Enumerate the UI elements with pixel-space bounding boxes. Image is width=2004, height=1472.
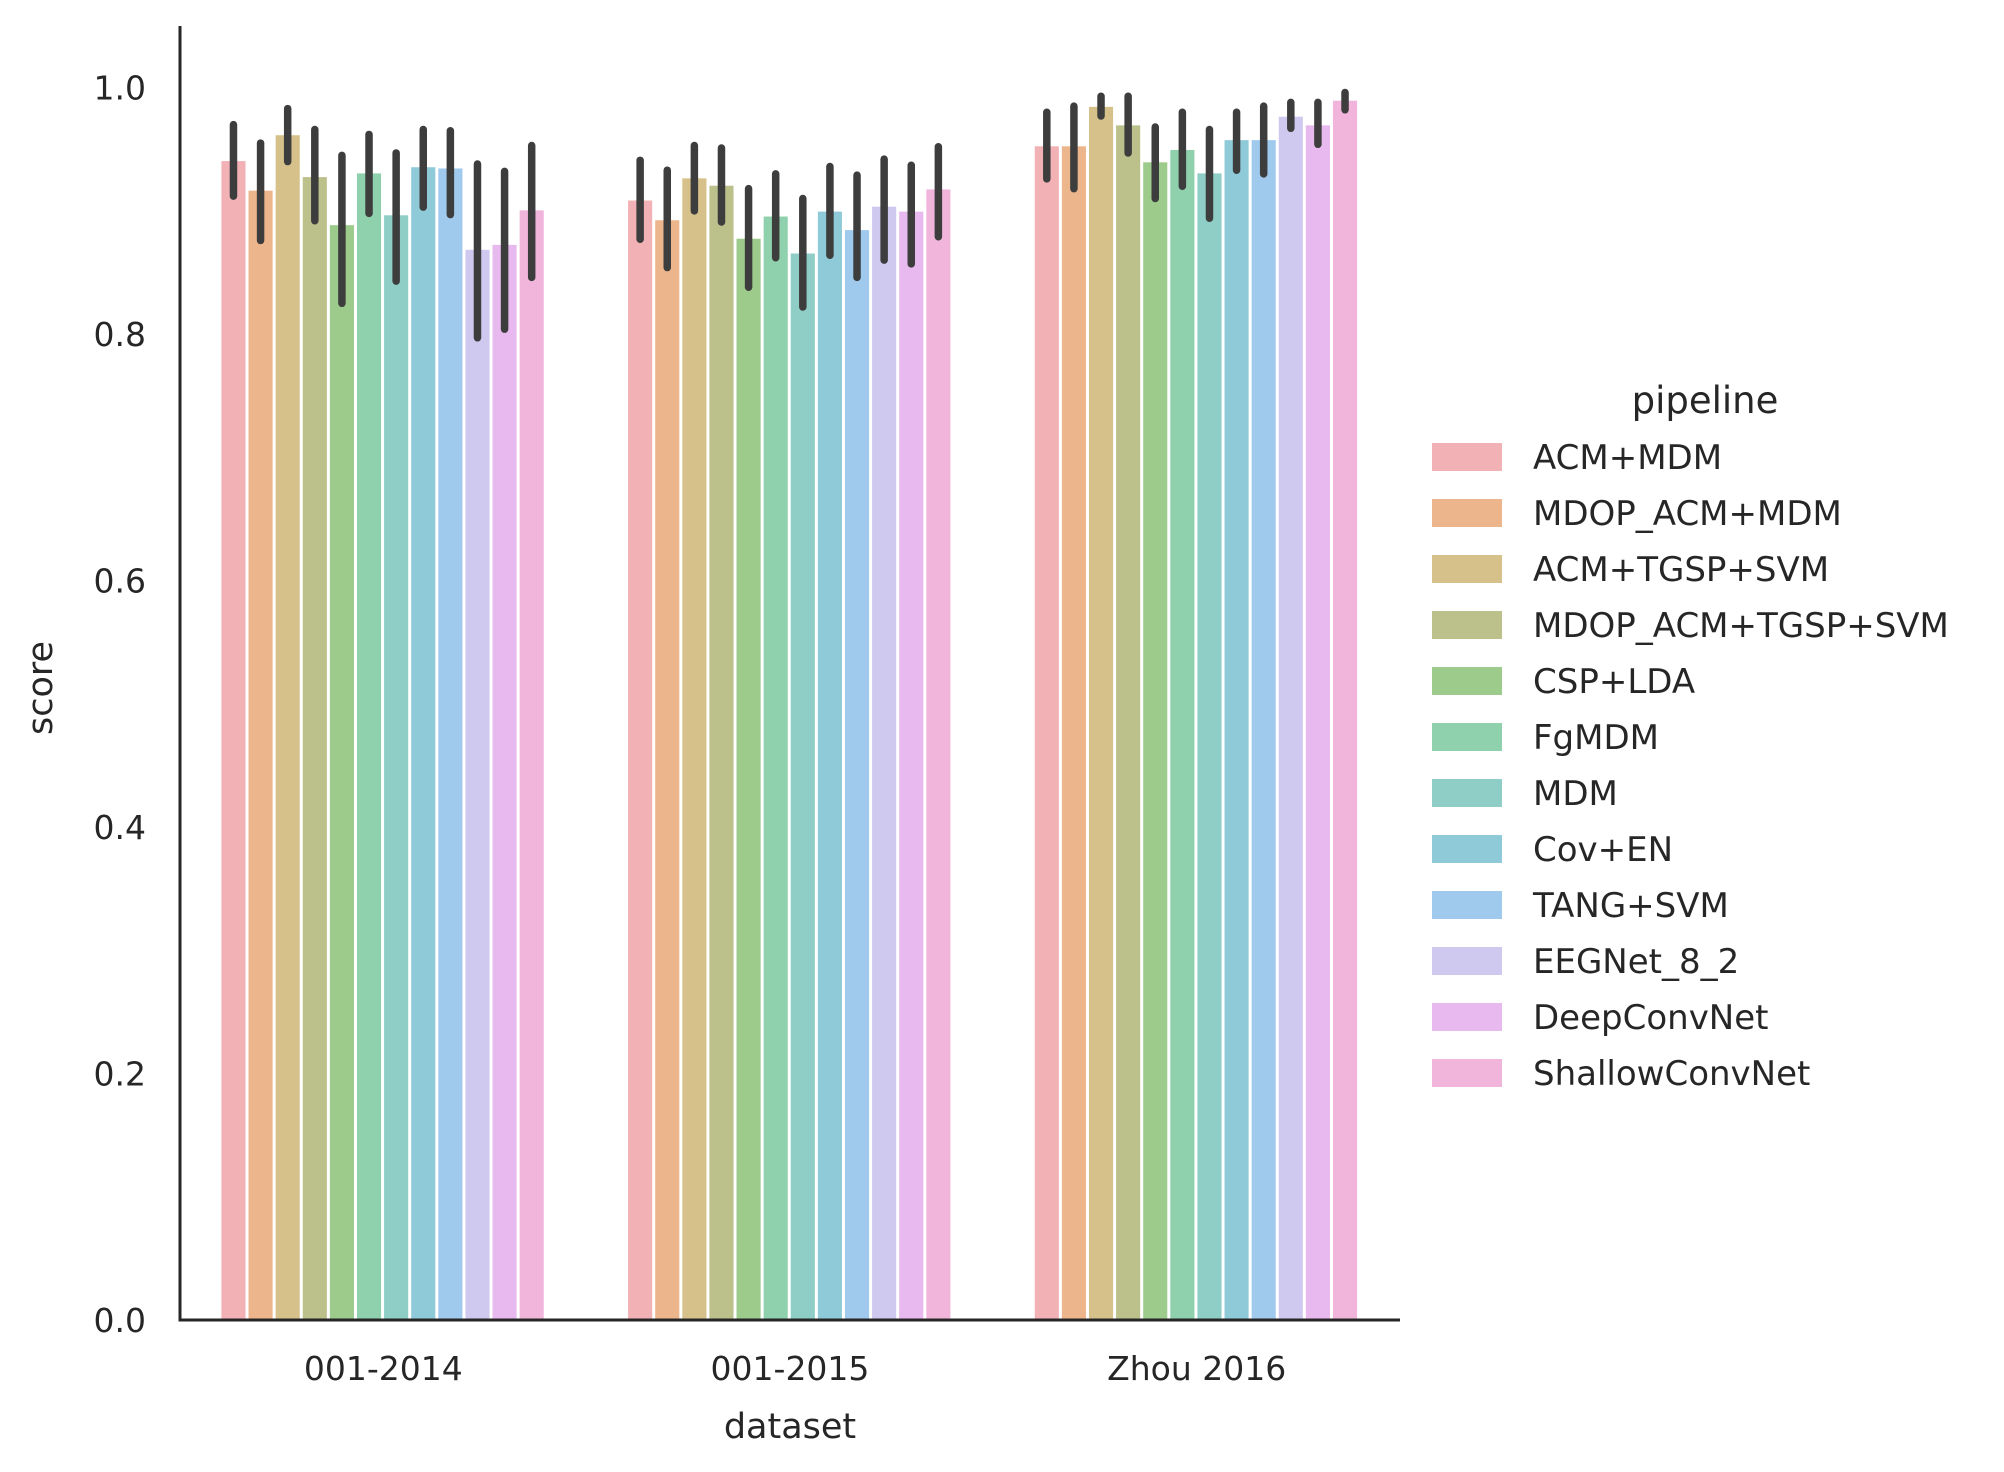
bar	[219, 159, 248, 1321]
bar	[1223, 138, 1251, 1321]
bar	[1304, 123, 1332, 1321]
bar	[1331, 99, 1359, 1321]
legend-swatch	[1432, 443, 1502, 471]
bar	[463, 248, 492, 1321]
legend-label: TANG+SVM	[1532, 886, 1729, 926]
bar	[1195, 171, 1224, 1321]
y-axis-label: score	[21, 641, 61, 735]
bar	[843, 228, 871, 1321]
legend-swatch	[1432, 835, 1502, 863]
legend-swatch	[1432, 555, 1502, 583]
legend-label: ShallowConvNet	[1533, 1054, 1810, 1094]
y-tick-label: 0.0	[94, 1301, 146, 1340]
legend-label: ACM+MDM	[1533, 438, 1722, 478]
legend-label: DeepConvNet	[1533, 998, 1769, 1038]
bar	[1087, 105, 1115, 1321]
bar	[1033, 144, 1061, 1321]
y-tick-label: 0.4	[94, 808, 146, 847]
bar	[274, 133, 302, 1321]
bar	[680, 176, 708, 1321]
legend-label: FgMDM	[1533, 718, 1659, 758]
bar	[870, 205, 898, 1321]
x-axis-label: dataset	[724, 1407, 856, 1447]
legend-items: ACM+MDM MDOP_ACM+MDM ACM+TGSP+SVM MDOP_ACM+…	[1432, 438, 1949, 1094]
bar	[707, 184, 736, 1321]
bar	[735, 237, 763, 1321]
legend-swatch	[1432, 947, 1502, 975]
legend-title: pipeline	[1632, 379, 1779, 422]
bar	[897, 210, 925, 1321]
bar	[382, 213, 410, 1321]
bar	[626, 199, 654, 1321]
bar	[301, 175, 329, 1321]
x-tick-label: 001-2014	[304, 1349, 463, 1388]
legend-swatch	[1432, 723, 1502, 751]
error-bars-layer	[229, 88, 1349, 342]
legend-label: ACM+TGSP+SVM	[1533, 550, 1829, 590]
bar	[1277, 115, 1305, 1321]
bar	[924, 187, 952, 1321]
bar	[355, 171, 383, 1321]
bar	[436, 166, 464, 1321]
x-tick-label: 001-2015	[711, 1349, 870, 1388]
legend-label: EEGNet_8_2	[1533, 942, 1739, 982]
bar	[1114, 123, 1142, 1321]
legend-label: MDOP_ACM+MDM	[1533, 494, 1842, 534]
bar	[762, 215, 790, 1321]
bar	[1250, 138, 1278, 1321]
y-tick-label: 1.0	[94, 69, 146, 108]
bar	[247, 189, 275, 1321]
legend-label: MDM	[1533, 774, 1618, 814]
bar	[328, 223, 356, 1321]
bar	[816, 210, 844, 1321]
bar	[789, 252, 817, 1321]
legend-label: Cov+EN	[1533, 830, 1673, 870]
bar	[1141, 160, 1169, 1321]
legend-swatch	[1432, 1059, 1502, 1087]
axes: 001-2014 001-2015 Zhou 2016 0.0 0.2 0.4 0.6 0.8…	[94, 26, 1400, 1388]
legend-swatch	[1432, 779, 1502, 807]
x-tick-label: Zhou 2016	[1107, 1349, 1286, 1388]
y-tick-label: 0.6	[94, 562, 146, 601]
bar	[518, 208, 546, 1321]
bar	[409, 165, 437, 1321]
bar	[1168, 148, 1196, 1321]
legend-label: MDOP_ACM+TGSP+SVM	[1533, 606, 1949, 646]
y-tick-label: 0.2	[94, 1055, 146, 1094]
bar	[1060, 144, 1088, 1321]
legend-swatch	[1432, 667, 1502, 695]
y-tick-label: 0.8	[94, 315, 146, 354]
bars-layer	[219, 99, 1359, 1321]
legend-swatch	[1432, 499, 1502, 527]
bar	[653, 218, 681, 1321]
bar	[491, 243, 519, 1321]
legend-swatch	[1432, 1003, 1502, 1031]
legend: pipeline ACM+MDM MDOP_ACM+MDM ACM+TGSP+SVM…	[1432, 379, 1949, 1094]
legend-swatch	[1432, 891, 1502, 919]
legend-swatch	[1432, 611, 1502, 639]
legend-label: CSP+LDA	[1533, 662, 1695, 702]
